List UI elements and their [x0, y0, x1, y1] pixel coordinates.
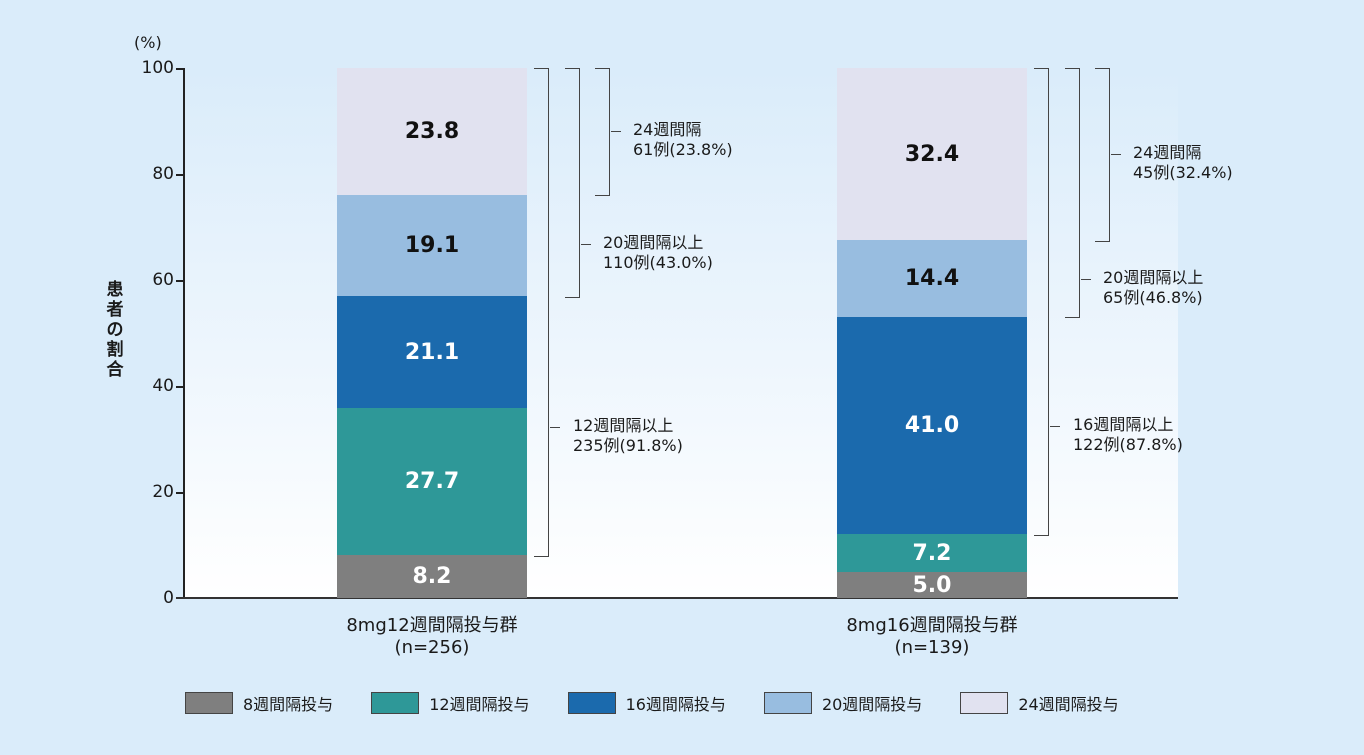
- annotation-16w-plus: 16週間隔以上 122例(87.8%): [1073, 415, 1183, 455]
- y-tick-40: [176, 386, 183, 388]
- bar-segment-12w: 27.7: [337, 408, 527, 555]
- bracket-tick: [1081, 279, 1091, 281]
- y-axis-title: 患 者 の 割 合: [104, 280, 126, 380]
- y-tick-label-80: 80: [152, 164, 174, 184]
- y-axis-title-char: 合: [106, 360, 124, 380]
- legend-swatch-icon: [960, 692, 1009, 714]
- category-name: 8mg12週間隔投与群: [346, 615, 518, 636]
- legend-swatch-icon: [185, 692, 233, 714]
- legend-swatch-icon: [763, 692, 812, 714]
- annotation-20w-plus: 20週間隔以上 110例(43.0%): [603, 233, 713, 273]
- bracket-tick: [1050, 426, 1060, 428]
- annotation-20w-plus: 20週間隔以上 65例(46.8%): [1103, 268, 1203, 308]
- bracket-24w: [1095, 68, 1110, 242]
- bar-segment-8w: 5.0: [837, 572, 1027, 598]
- bracket-tick: [611, 131, 621, 133]
- bracket-20w-plus: [565, 68, 580, 298]
- y-tick-100: [176, 68, 183, 70]
- y-tick-label-0: 0: [163, 588, 174, 608]
- bracket-16w-plus: [1034, 68, 1049, 536]
- x-category-label-2: 8mg16週間隔投与群 (n=139): [782, 615, 1082, 659]
- annotation-24w: 24週間隔 61例(23.8%): [633, 120, 733, 160]
- y-tick-label-60: 60: [152, 270, 174, 290]
- x-category-label-1: 8mg12週間隔投与群 (n=256): [282, 615, 582, 659]
- bar-segment-24w: 32.4: [837, 68, 1027, 240]
- annotation-12w-plus: 12週間隔以上 235例(91.8%): [573, 416, 683, 456]
- y-tick-60: [176, 280, 183, 282]
- y-tick-label-20: 20: [152, 482, 174, 502]
- annotation-title: 24週間隔: [633, 120, 702, 139]
- legend-swatch-icon: [567, 692, 616, 714]
- bracket-tick: [550, 427, 560, 429]
- legend-label: 16週間隔投与: [625, 695, 726, 714]
- annotation-count: 61例(23.8%): [633, 140, 733, 159]
- bar-segment-12w: 7.2: [837, 534, 1027, 572]
- legend-label: 20週間隔投与: [821, 695, 923, 714]
- bracket-20w-plus: [1065, 68, 1080, 318]
- y-axis-title-char: の: [106, 320, 124, 340]
- legend-item-20w: 20週間隔投与: [763, 691, 923, 715]
- y-axis-title-char: 者: [106, 300, 124, 320]
- y-tick-80: [176, 174, 183, 176]
- annotation-count: 122例(87.8%): [1073, 435, 1183, 454]
- legend: 8週間隔投与 12週間隔投与 16週間隔投与 20週間隔投与 24週間隔投与: [185, 691, 1157, 715]
- annotation-count: 45例(32.4%): [1133, 163, 1233, 182]
- bar-segment-20w: 19.1: [337, 195, 527, 296]
- bar-segment-20w: 14.4: [837, 240, 1027, 317]
- y-tick-label-40: 40: [152, 376, 174, 396]
- y-axis-title-char: 割: [106, 340, 124, 360]
- y-axis-line: [183, 68, 185, 599]
- x-axis-line: [176, 597, 1178, 599]
- bracket-tick: [581, 244, 591, 246]
- legend-swatch-icon: [371, 692, 420, 714]
- annotation-24w: 24週間隔 45例(32.4%): [1133, 143, 1233, 183]
- legend-item-16w: 16週間隔投与: [567, 691, 726, 715]
- annotation-count: 235例(91.8%): [573, 436, 683, 455]
- category-n: (n=256): [394, 637, 470, 658]
- y-axis-title-char: 患: [106, 280, 124, 300]
- bar-segment-24w: 23.8: [337, 68, 527, 195]
- category-n: (n=139): [894, 637, 970, 658]
- bracket-24w: [595, 68, 610, 196]
- annotation-title: 20週間隔以上: [603, 233, 704, 252]
- bar-segment-16w: 41.0: [837, 317, 1027, 534]
- legend-label: 8週間隔投与: [243, 695, 334, 714]
- annotation-count: 110例(43.0%): [603, 253, 713, 272]
- bar-segment-16w: 21.1: [337, 296, 527, 408]
- legend-item-8w: 8週間隔投与: [185, 691, 333, 715]
- annotation-title: 16週間隔以上: [1073, 415, 1174, 434]
- legend-label: 12週間隔投与: [429, 695, 530, 714]
- annotation-title: 12週間隔以上: [573, 416, 674, 435]
- legend-item-12w: 12週間隔投与: [371, 691, 530, 715]
- legend-item-24w: 24週間隔投与: [960, 691, 1119, 715]
- y-tick-20: [176, 492, 183, 494]
- y-axis-unit: (%): [134, 33, 162, 52]
- legend-label: 24週間隔投与: [1018, 695, 1119, 714]
- annotation-count: 65例(46.8%): [1103, 288, 1203, 307]
- annotation-title: 24週間隔: [1133, 143, 1202, 162]
- bracket-12w-plus: [534, 68, 549, 557]
- annotation-title: 20週間隔以上: [1103, 268, 1204, 287]
- category-name: 8mg16週間隔投与群: [846, 615, 1018, 636]
- y-tick-label-100: 100: [141, 58, 174, 78]
- bracket-tick: [1111, 154, 1121, 156]
- bar-segment-8w: 8.2: [337, 555, 527, 598]
